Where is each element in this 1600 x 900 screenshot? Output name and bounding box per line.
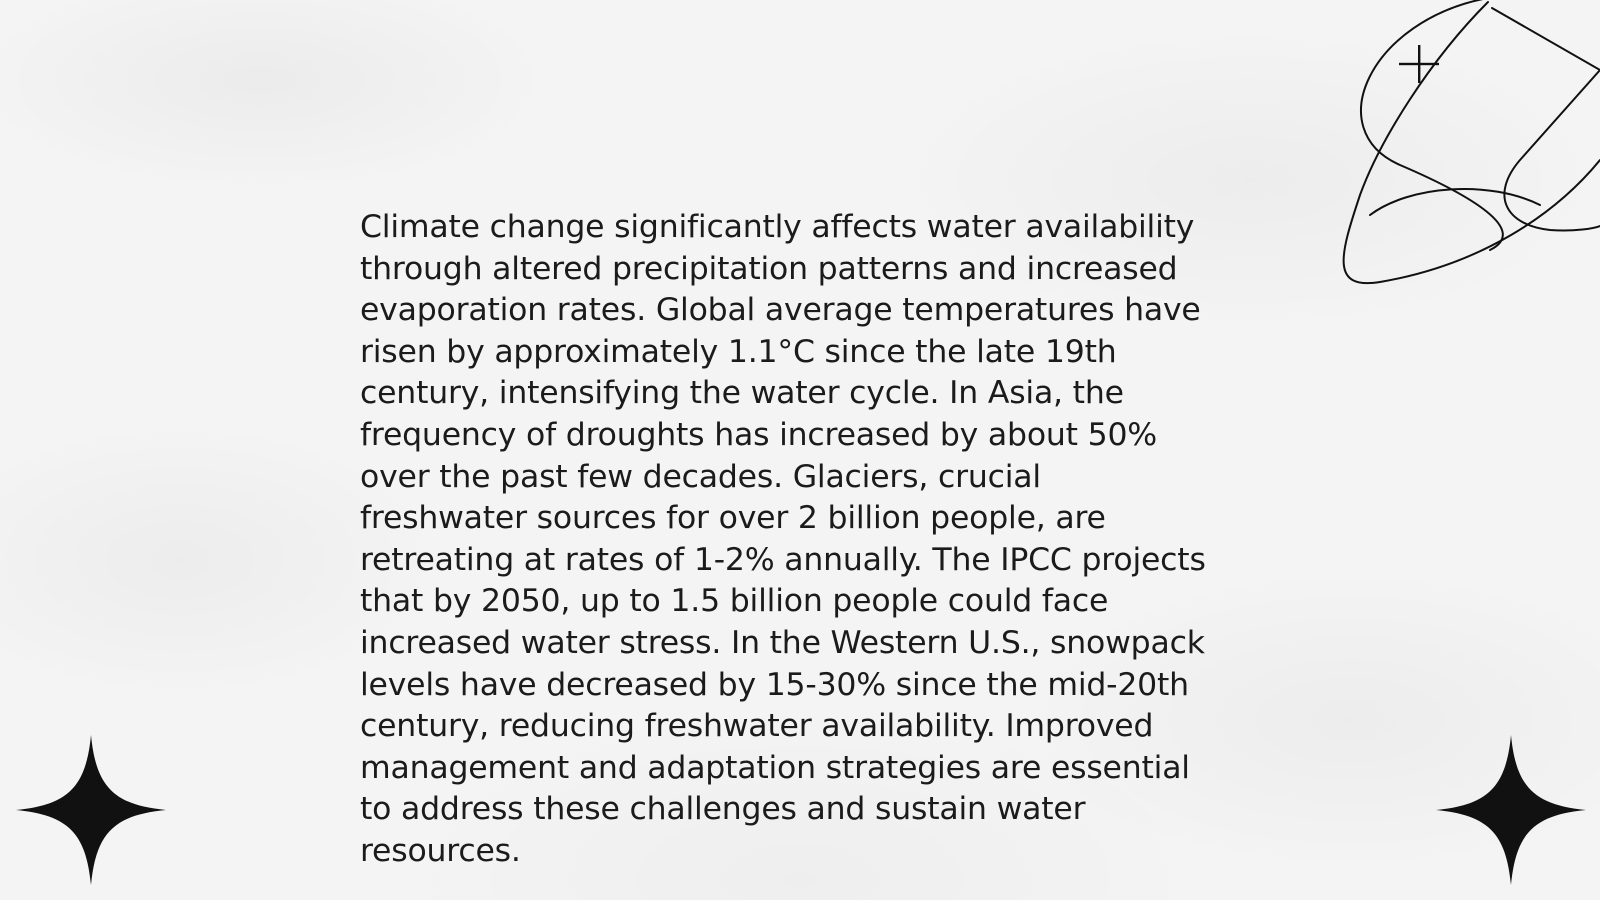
body-line: through altered precipitation patterns a… bbox=[360, 250, 1178, 287]
sparkle-icon bbox=[1399, 45, 1439, 83]
body-line: evaporation rates. Global average temper… bbox=[360, 292, 1201, 329]
orbit-sparkle-icon bbox=[1342, 0, 1600, 285]
four-point-star-icon bbox=[1436, 735, 1586, 885]
body-line: increased water stress. In the Western U… bbox=[360, 624, 1205, 661]
body-line: levels have decreased by 15-30% since th… bbox=[360, 666, 1189, 703]
body-line: to address these challenges and sustain … bbox=[360, 791, 1086, 828]
body-line: frequency of droughts has increased by a… bbox=[360, 416, 1158, 453]
slide-body-text: Climate change significantly affects wat… bbox=[360, 207, 1250, 873]
body-line: Climate change significantly affects wat… bbox=[360, 209, 1195, 245]
body-line: century, reducing freshwater availabilit… bbox=[360, 708, 1154, 745]
body-line: resources. bbox=[360, 832, 521, 869]
body-line: century, intensifying the water cycle. I… bbox=[360, 375, 1124, 412]
body-line: that by 2050, up to 1.5 billion people c… bbox=[360, 583, 1109, 620]
body-line: over the past few decades. Glaciers, cru… bbox=[360, 458, 1041, 495]
four-point-star-icon bbox=[16, 735, 166, 885]
body-line: risen by approximately 1.1°C since the l… bbox=[360, 333, 1117, 370]
body-line: freshwater sources for over 2 billion pe… bbox=[360, 500, 1106, 537]
body-line: management and adaptation strategies are… bbox=[360, 749, 1190, 786]
body-line: retreating at rates of 1-2% annually. Th… bbox=[360, 541, 1206, 578]
